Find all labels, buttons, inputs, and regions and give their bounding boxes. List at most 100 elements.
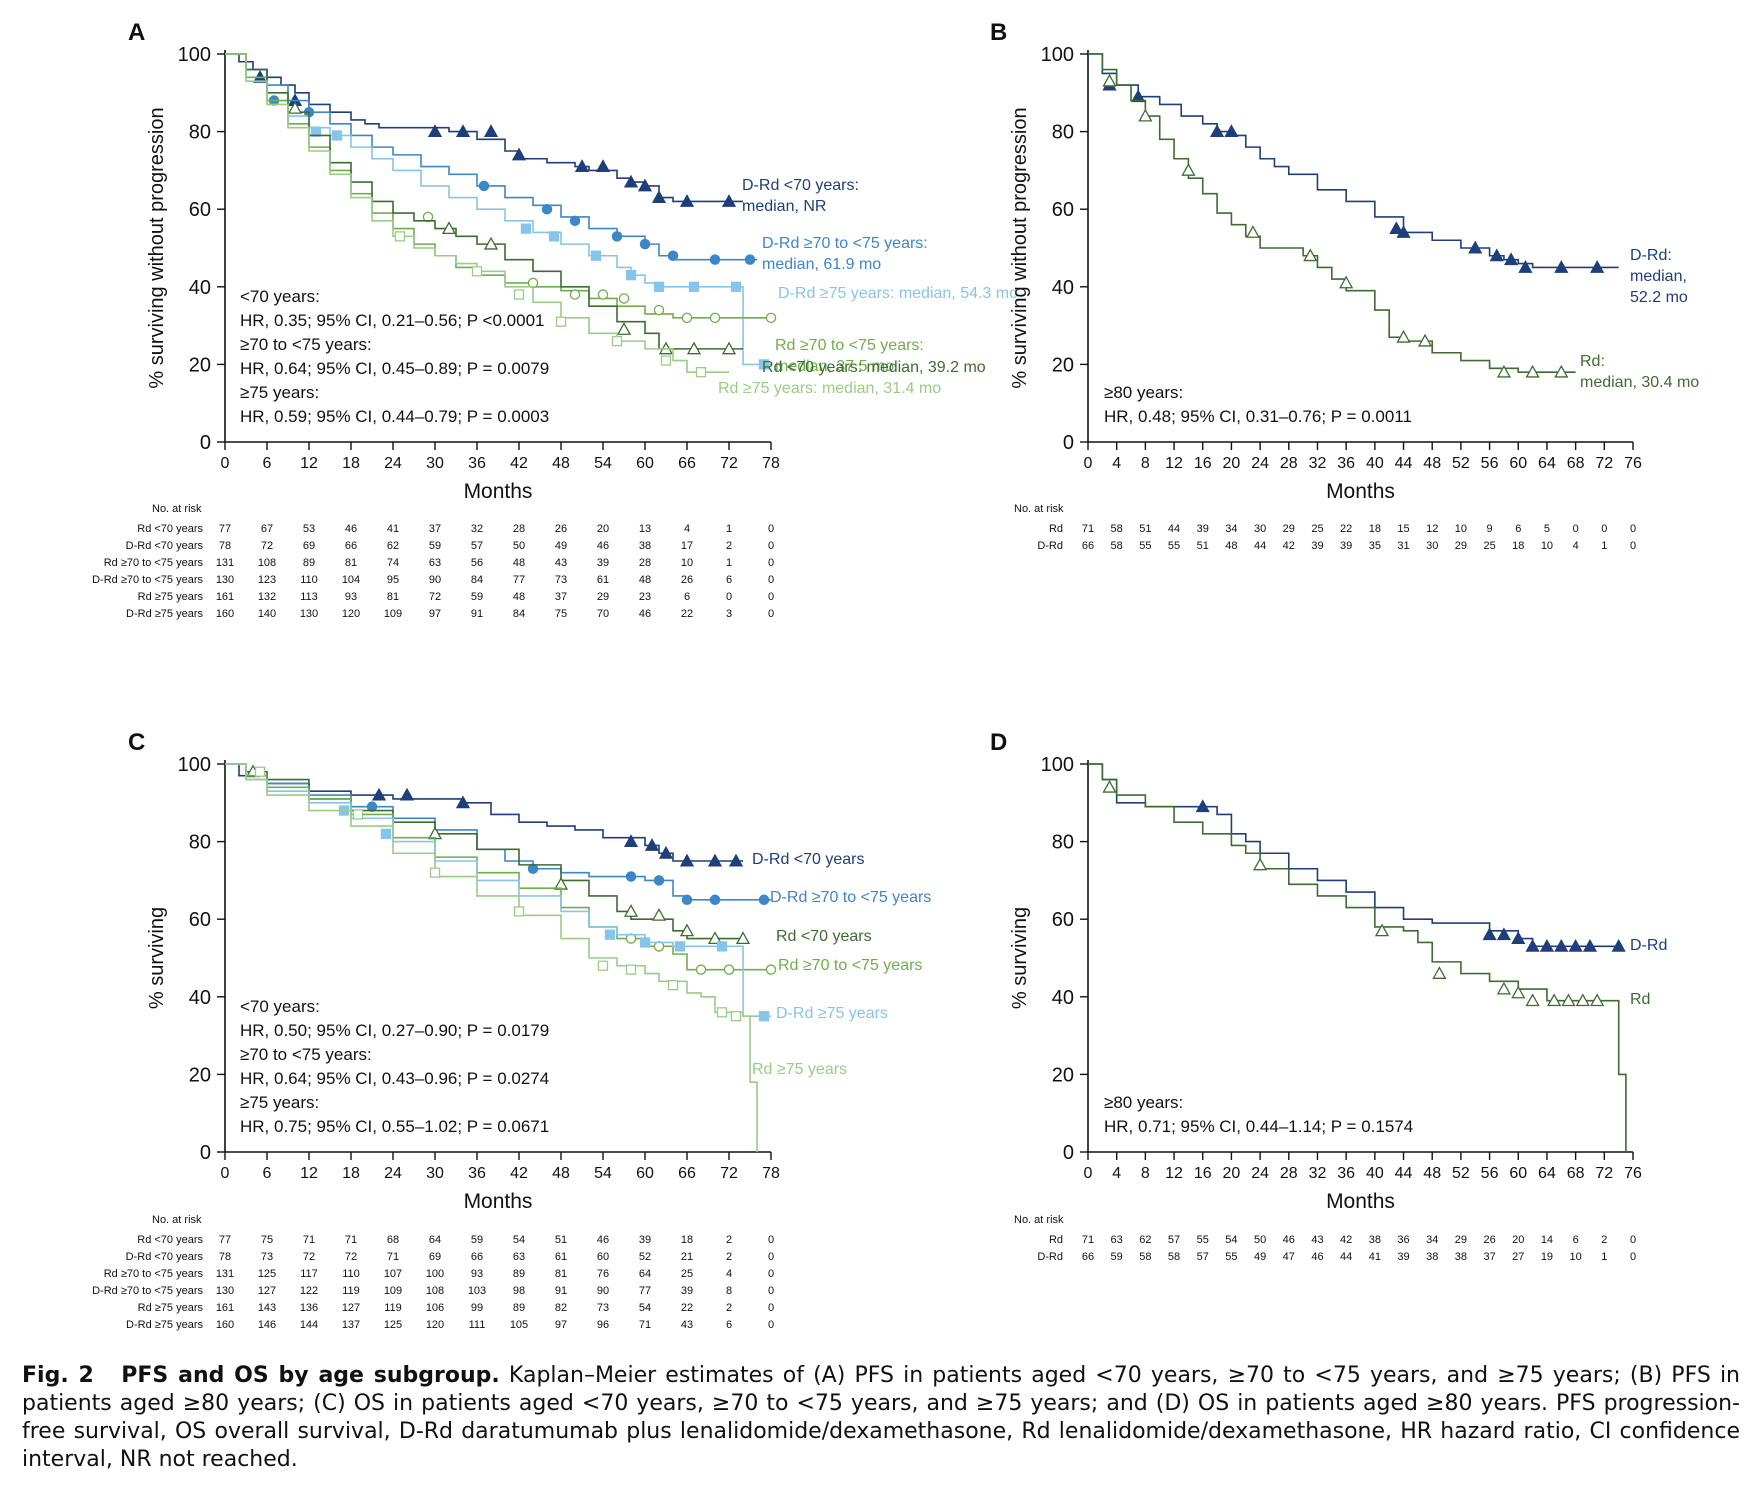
panel-d-series-1-censor-mark [1561, 993, 1576, 1007]
panel-d-xtick-label: 36 [1337, 1165, 1355, 1182]
panel-a-risk-value: 13 [639, 523, 651, 535]
panel-a-series-1-censor-mark [639, 238, 651, 250]
panel-a-stats-line: ≥75 years: [240, 383, 319, 402]
panel-b-xtick-label: 68 [1567, 455, 1585, 472]
panel-d-xlabel: Months [1326, 1190, 1395, 1213]
panel-d-series-1-censor-mark [1374, 923, 1390, 937]
panel-c-series-1-censor-mark [758, 894, 770, 906]
panel-d-risk-value: 20 [1512, 1234, 1524, 1246]
panel-c-risk-value: 8 [726, 1285, 732, 1297]
panel-d-xtick-label: 72 [1595, 1165, 1613, 1182]
panel-a-risk-value: 4 [684, 523, 690, 535]
panel-d-ytick-label: 80 [1052, 832, 1074, 854]
panel-a-risk-value: 81 [387, 591, 399, 603]
panel-a-risk-value: 0 [768, 574, 774, 586]
panel-b-risk-value: 39 [1340, 540, 1352, 552]
panel-c-series-5-censor-mark [597, 960, 609, 971]
panel-c-risk-value: 0 [768, 1234, 774, 1246]
panel-a-risk-value: 37 [555, 591, 567, 603]
panel-c-risk-value: 25 [681, 1268, 693, 1280]
panel-c-letter: C [128, 729, 145, 756]
panel-b-series-1-censor-mark [1102, 73, 1117, 87]
panel-d-xtick-label: 28 [1280, 1165, 1298, 1182]
panel-a-risk-value: 120 [342, 608, 360, 620]
panel-c-risk-value: 63 [513, 1251, 525, 1263]
panel-c-series-4-censor-mark [639, 937, 651, 948]
panel-a-series-2-censor-mark [653, 281, 665, 292]
panel-c-risk-value: 130 [216, 1285, 234, 1297]
panel-b-series-1-censor-mark [1138, 108, 1153, 122]
panel-b-risk-value: 10 [1455, 523, 1467, 535]
panel-a-xtick-label: 12 [300, 455, 318, 472]
panel-a-series-5-censor-mark [471, 266, 483, 277]
panel-a-risk-value: 29 [597, 591, 609, 603]
panel-c-series-3-label: Rd ≥70 to <75 years [778, 957, 922, 974]
panel-d-xtick-label: 16 [1194, 1165, 1212, 1182]
panel-d-xtick-label: 40 [1366, 1165, 1384, 1182]
panel-b-letter: B [990, 19, 1007, 46]
panel-c-risk-value: 136 [300, 1302, 318, 1314]
panel-a-risk-value: 161 [216, 591, 234, 603]
panel-c-risk-value: 105 [510, 1319, 528, 1331]
panel-b-risk-row-label: D-Rd [1037, 540, 1063, 552]
panel-b-series-1-censor-mark [1496, 364, 1512, 378]
panel-b-xtick-label: 4 [1112, 455, 1121, 472]
panel-b-risk-value: 0 [1573, 523, 1579, 535]
panel-a-risk-value: 1 [726, 557, 732, 569]
panel-c-risk-value: 0 [768, 1268, 774, 1280]
panel-b-series-1-censor-mark [1181, 163, 1196, 176]
panel-d-risk-value: 58 [1168, 1251, 1180, 1263]
panel-c-series-3-censor-mark [765, 964, 777, 975]
panel-a-xtick-label: 54 [594, 455, 612, 472]
panel-d-risk-value: 71 [1082, 1234, 1094, 1246]
panel-d-series-0-censor-mark [1496, 927, 1512, 941]
panel-c-risk-value: 119 [342, 1285, 360, 1297]
panel-a-series-5-censor-mark [513, 289, 525, 300]
panel-d-risk-value: 1 [1601, 1251, 1607, 1263]
panel-b-ytick-label: 0 [1063, 432, 1074, 454]
panel-b-risk-value: 18 [1512, 540, 1524, 552]
panel-c-risk-value: 22 [681, 1302, 693, 1314]
panel-c-xtick-label: 18 [342, 1165, 360, 1182]
panel-d-risk-value: 0 [1630, 1234, 1636, 1246]
panel-d-xtick-label: 48 [1423, 1165, 1441, 1182]
panel-c-risk-value: 120 [426, 1319, 444, 1331]
panel-c-series-0-censor-mark [707, 853, 723, 867]
panel-b-xtick-label: 24 [1251, 455, 1269, 472]
panel-a-risk-value: 10 [681, 557, 693, 569]
panel-b-risk-value: 29 [1283, 523, 1295, 535]
panel-d-series-0-censor-mark [1582, 939, 1598, 952]
panel-b-risk-value: 30 [1254, 523, 1266, 535]
panel-a-risk-value: 113 [300, 591, 318, 603]
panel-c-risk-value: 64 [429, 1234, 441, 1246]
panel-a-series-1-censor-mark [478, 180, 490, 192]
panel-c-xtick-label: 42 [510, 1165, 528, 1182]
panel-a-series-4-censor-mark [721, 341, 737, 355]
panel-a-xtick-label: 42 [510, 455, 528, 472]
panel-b-ylabel: % surviving without progression [1009, 107, 1031, 388]
panel-b-xtick-label: 12 [1165, 455, 1183, 472]
panel-d-xtick-label: 76 [1624, 1165, 1642, 1182]
panel-b-risk-value: 18 [1369, 523, 1381, 535]
panel-a-series-1-censor-mark [611, 231, 623, 242]
panel-b-risk-value: 51 [1197, 540, 1209, 552]
panel-a-risk-value: 6 [684, 591, 690, 603]
panel-c-series-4-line [225, 763, 771, 1017]
panel-b-risk-value: 10 [1541, 540, 1553, 552]
panel-b-xtick-label: 72 [1595, 455, 1613, 472]
panel-c-series-4-censor-mark [674, 941, 686, 952]
panel-c-risk-value: 146 [258, 1319, 276, 1331]
panel-d-risk-value: 37 [1483, 1251, 1495, 1263]
panel-c-risk-row-label: D-Rd <70 years [126, 1251, 204, 1263]
panel-a-series-1-censor-mark [667, 250, 679, 262]
panel-d-risk-value: 10 [1570, 1251, 1582, 1263]
panel-d-ytick-label: 60 [1052, 909, 1074, 931]
panel-d-risk-value: 46 [1311, 1251, 1323, 1263]
panel-b-series-0-censor-mark [1489, 248, 1504, 262]
panel-d-xtick-label: 4 [1112, 1165, 1121, 1182]
panel-b-risk-value: 39 [1311, 540, 1323, 552]
panel-a-risk-value: 46 [345, 523, 357, 535]
panel-a-risk-value: 41 [387, 523, 399, 535]
panel-c-risk-value: 73 [261, 1251, 273, 1263]
panel-a-risk-value: 109 [384, 608, 402, 620]
